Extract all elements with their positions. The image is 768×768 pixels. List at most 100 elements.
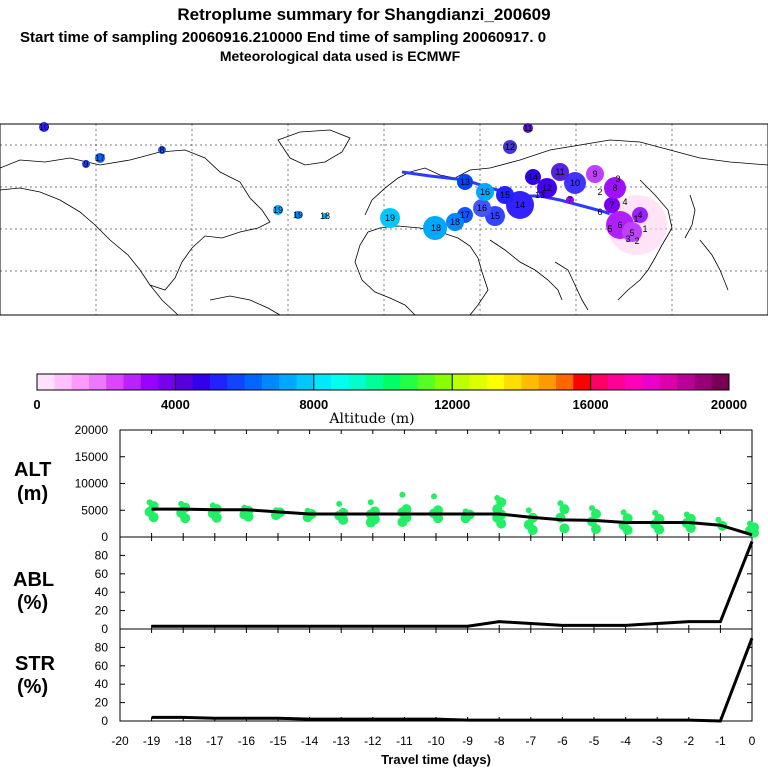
y-tick-label: 40 (95, 585, 109, 599)
plume-age-label: 9 (592, 169, 597, 179)
altitude-point (211, 512, 222, 523)
plume-age-label: 11 (523, 123, 532, 133)
y-tick-label: 0 (101, 714, 108, 728)
x-tick-label: -17 (206, 734, 224, 748)
y-tick-label: 40 (95, 677, 109, 691)
x-tick-label: -6 (557, 734, 568, 748)
x-tick-label: -5 (589, 734, 600, 748)
colorbar-cell (625, 374, 643, 390)
altitude-point (525, 507, 532, 514)
colorbar-cell (279, 374, 297, 390)
plume-age-label: 3 (625, 234, 630, 244)
plume-age-label: 18 (431, 223, 441, 233)
colorbar-cell (296, 374, 315, 390)
colorbar-cell (590, 374, 609, 390)
colorbar-cell (331, 374, 349, 390)
colorbar-cell (227, 374, 246, 390)
altitude-point (654, 524, 665, 535)
x-tick-label: -18 (175, 734, 193, 748)
plume-age-label: 7 (609, 200, 614, 210)
colorbar-cell (469, 374, 488, 390)
x-axis-label: Travel time (days) (381, 752, 491, 767)
altitude-point (336, 500, 343, 507)
altitude-point (148, 512, 159, 523)
colorbar-cell (175, 374, 194, 390)
y-tick-label: 5000 (81, 503, 108, 517)
x-tick-label: -2 (683, 734, 694, 748)
abl-panel-unit: (%) (17, 592, 48, 614)
abl-panel-frame (119, 536, 753, 630)
y-tick-label: 10000 (75, 477, 109, 491)
colorbar-tick-label: 12000 (434, 397, 470, 412)
colorbar-cell (106, 374, 124, 390)
plume-age-label: 10 (39, 122, 49, 132)
y-tick-label: 20 (95, 604, 109, 618)
x-tick-label: -20 (111, 734, 129, 748)
plume-age-label: 1 (633, 214, 638, 224)
altitude-point (433, 513, 443, 524)
altitude-point (652, 509, 659, 516)
plume-age-label: 3 (615, 174, 620, 184)
plume-age-label: 4 (622, 197, 627, 207)
altitude-point (338, 514, 349, 525)
altitude-point (399, 491, 406, 498)
colorbar-tick-label: 4000 (161, 397, 190, 412)
altitude-point (431, 493, 437, 500)
plume-age-label: 2 (634, 236, 639, 246)
alt-panel-unit: (m) (17, 483, 48, 505)
plume-age-label: 19 (385, 213, 395, 223)
plume-age-label: 8 (612, 183, 617, 193)
plume-age-label: 13 (460, 177, 470, 187)
colorbar-cell (538, 374, 557, 390)
plume-age-label: 17 (460, 210, 470, 220)
colorbar-cell (486, 374, 505, 390)
colorbar-cell (504, 374, 522, 390)
plume-age-label: 6 (617, 220, 622, 230)
altitude-point (243, 511, 254, 522)
colorbar-cell (158, 374, 176, 390)
alt-panel-label: ALT (14, 459, 51, 481)
plume-age-label: 6 (597, 207, 602, 217)
altitude-point (622, 525, 633, 536)
plume-age-label: 16 (480, 187, 490, 197)
time-series-panels: ALT (m) ABL (%) STR (%) 0 5000 10000 15000 2… (13, 423, 759, 767)
plume-age-label: 16 (477, 203, 487, 213)
x-tick-label: -11 (396, 734, 413, 748)
colorbar-cell (192, 374, 211, 390)
altitude-point (559, 523, 570, 534)
plume-age-label: 19 (293, 210, 303, 220)
plume-age-label: 4 (637, 210, 642, 220)
altitude-point (527, 525, 538, 536)
colorbar-cell (400, 374, 419, 390)
plume-age-label: 9 (83, 159, 88, 169)
str-panel-frame (119, 628, 753, 722)
sampling-times: Start time of sampling 20060916.210000 E… (20, 29, 546, 46)
plume-age-label: 2 (597, 187, 602, 197)
colorbar-cell (694, 374, 713, 390)
y-tick-label: 0 (101, 622, 108, 636)
plume-age-label: 19 (273, 205, 283, 215)
colorbar-cell (88, 374, 107, 390)
x-tick-label: -9 (462, 734, 473, 748)
x-tick-label: -14 (301, 734, 319, 748)
x-tick-label: 0 (749, 734, 756, 748)
colorbar-tick-label: 16000 (573, 397, 609, 412)
colorbar-tick-label: 0 (33, 397, 40, 412)
plume-age-label: 5 (607, 224, 612, 234)
plume-age-label: 10 (570, 178, 580, 188)
colorbar-cell (261, 374, 280, 390)
plume-age-label: 15 (490, 211, 500, 221)
altitude-point (460, 513, 471, 524)
colorbar-cell (607, 374, 626, 390)
y-tick-label: 60 (95, 659, 109, 673)
colorbar-cell (452, 374, 470, 390)
altitude-point (365, 517, 376, 528)
plume-age-label: 1 (642, 224, 647, 234)
y-tick-label: 15000 (75, 450, 109, 464)
plume-age-label: 13 (535, 190, 545, 200)
altitude-point (559, 504, 570, 515)
plume-age-label: 5 (629, 228, 634, 238)
colorbar-cell (383, 374, 401, 390)
